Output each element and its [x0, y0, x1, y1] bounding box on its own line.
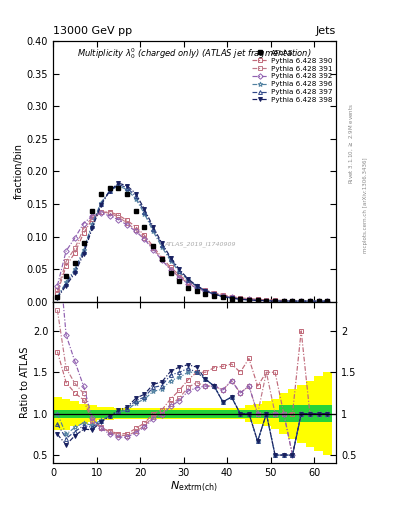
- Y-axis label: Ratio to ATLAS: Ratio to ATLAS: [20, 347, 30, 418]
- X-axis label: $N_\mathrm{extrm(ch)}$: $N_\mathrm{extrm(ch)}$: [171, 480, 219, 494]
- Text: Jets: Jets: [316, 26, 336, 36]
- Text: ATLAS_2019_I1740909: ATLAS_2019_I1740909: [164, 242, 236, 247]
- Text: Multiplicity $\lambda_0^0$ (charged only) (ATLAS jet fragmentation): Multiplicity $\lambda_0^0$ (charged only…: [77, 46, 312, 61]
- Text: Rivet 3.1.10, $\geq$ 2.9M events: Rivet 3.1.10, $\geq$ 2.9M events: [348, 103, 356, 184]
- Text: mcplots.cern.ch [arXiv:1306.3436]: mcplots.cern.ch [arXiv:1306.3436]: [363, 157, 368, 252]
- Text: 13000 GeV pp: 13000 GeV pp: [53, 26, 132, 36]
- Legend: ATLAS, Pythia 6.428 390, Pythia 6.428 391, Pythia 6.428 392, Pythia 6.428 396, P: ATLAS, Pythia 6.428 390, Pythia 6.428 39…: [249, 47, 335, 106]
- Y-axis label: fraction/bin: fraction/bin: [14, 143, 24, 199]
